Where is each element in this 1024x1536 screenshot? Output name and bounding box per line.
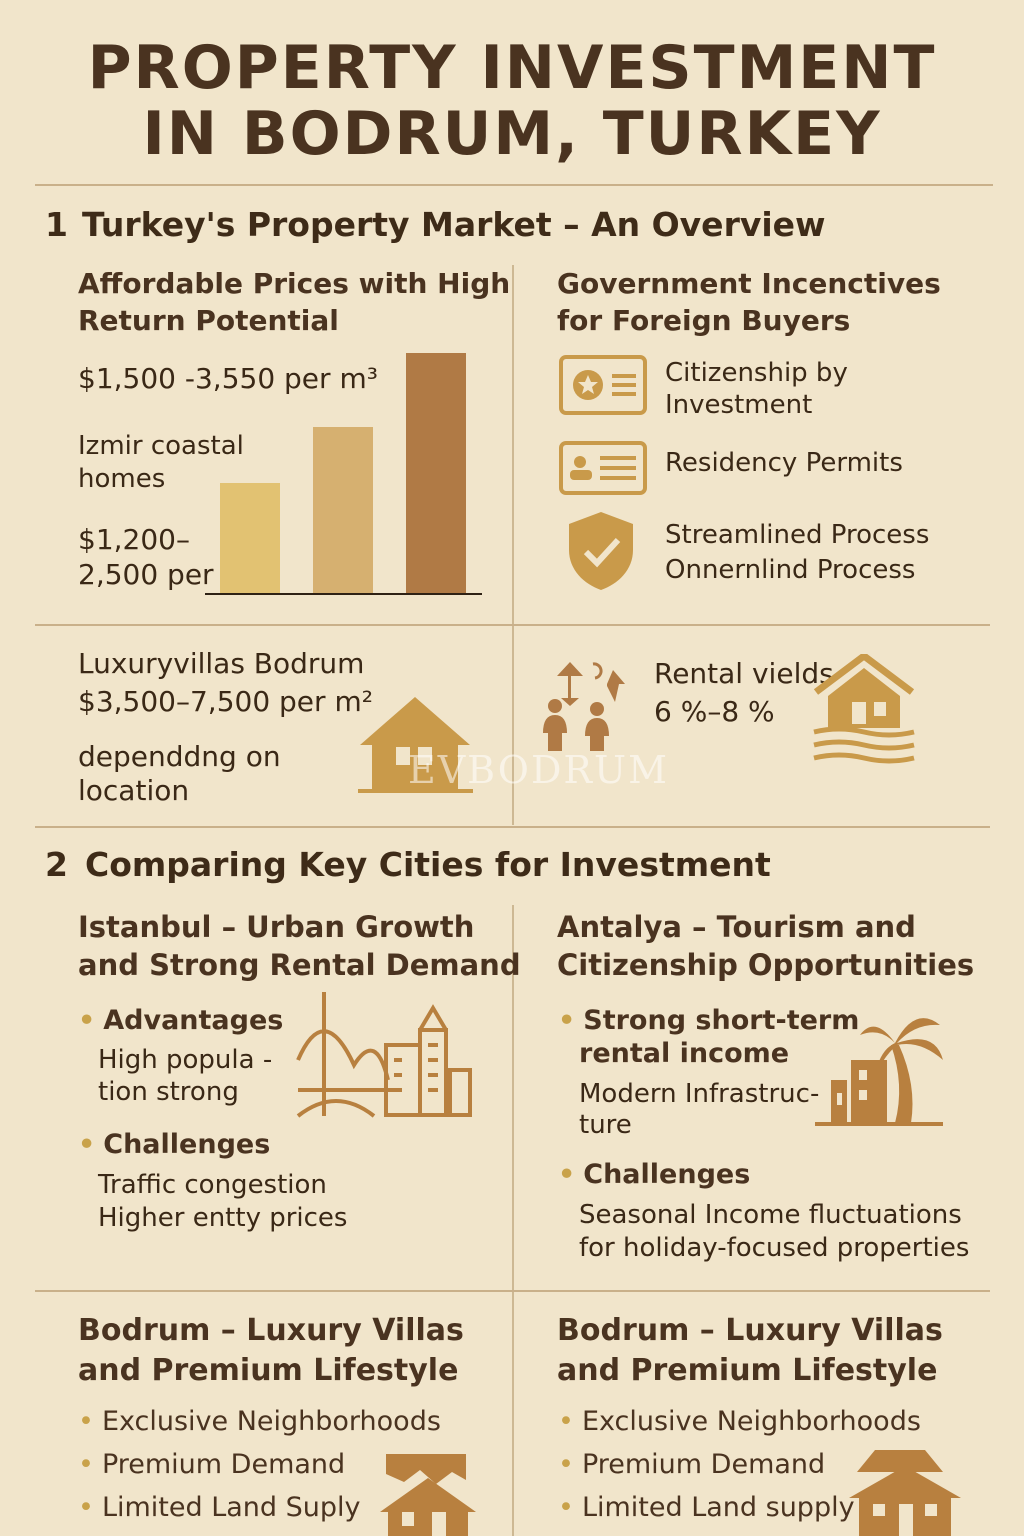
heading-line: and Premium Lifestyle bbox=[557, 1353, 938, 1388]
istanbul-heading: Istanbul – Urban Growth and Strong Renta… bbox=[78, 908, 521, 984]
text-line: ture bbox=[579, 1110, 632, 1140]
antalya-challenges-text: Seasonal Income fluctuations for holiday… bbox=[579, 1199, 969, 1265]
bodrum-right-item: Exclusive Neighborhoods bbox=[558, 1405, 921, 1438]
divider bbox=[35, 826, 990, 828]
antalya-heading-line1: Antalya – Tourism and bbox=[557, 910, 916, 944]
price-bar bbox=[313, 427, 373, 593]
column-divider bbox=[512, 265, 514, 825]
text-line: Seasonal Income fluctuations bbox=[579, 1200, 962, 1230]
luxury-line3: dependdng on bbox=[78, 740, 281, 773]
prices-heading-line1: Affordable Prices with High bbox=[78, 267, 511, 300]
villa-icon bbox=[849, 1450, 961, 1536]
price-bar bbox=[406, 353, 466, 593]
divider bbox=[35, 624, 990, 626]
range2-line1: $1,200– bbox=[78, 523, 190, 556]
text-line: Traffic congestion bbox=[98, 1170, 327, 1200]
izmir-line1: Izmir coastal bbox=[78, 431, 244, 461]
price-range-2: $1,200– 2,500 per bbox=[78, 522, 214, 592]
id-card-person-icon bbox=[559, 441, 647, 495]
villa-icon bbox=[380, 1454, 476, 1536]
watermark: EVBODRUM bbox=[408, 748, 669, 792]
id-card-star-icon bbox=[559, 355, 647, 415]
divider bbox=[35, 1290, 990, 1292]
bodrum-right-item: Premium Demand bbox=[558, 1448, 825, 1481]
luxury-line2: $3,500–7,500 per m² bbox=[78, 685, 373, 718]
istanbul-advantages-label: Advantages bbox=[78, 1004, 283, 1037]
waterfront-house-icon bbox=[813, 654, 915, 764]
incentives-heading-line1: Government Incenctives bbox=[557, 267, 941, 300]
luxury-line1: Luxuryvillas Bodrum bbox=[78, 647, 365, 680]
heading-line: and Premium Lifestyle bbox=[78, 1353, 459, 1388]
antalya-challenges-label: Challenges bbox=[558, 1158, 750, 1191]
price-bar-chart bbox=[205, 353, 482, 595]
price-bar bbox=[220, 482, 280, 593]
bodrum-left-heading: Bodrum – Luxury Villas and Premium Lifes… bbox=[78, 1311, 464, 1391]
text-line: rental income bbox=[579, 1038, 790, 1069]
antalya-infrastructure: Modern Infrastruc- ture bbox=[579, 1079, 819, 1141]
incentive-line: Streamlined Process bbox=[665, 520, 930, 550]
bodrum-right-item: Limited Land supply bbox=[558, 1491, 855, 1524]
section1-number: 1 bbox=[45, 205, 68, 244]
istanbul-challenges-text: Traffic congestion Higher entty prices bbox=[98, 1169, 347, 1235]
incentive-residency: Residency Permits bbox=[665, 448, 903, 478]
heading-line: Bodrum – Luxury Villas bbox=[78, 1313, 464, 1348]
text-line: tion strong bbox=[98, 1077, 239, 1107]
page-title-line2: IN BODRUM, TURKEY bbox=[142, 99, 882, 169]
price-range-1: $1,500 -3,550 per m³ bbox=[78, 362, 378, 395]
bodrum-left-item: Premium Demand bbox=[78, 1448, 345, 1481]
text-line: Strong short-term bbox=[558, 1004, 859, 1037]
incentive-line: Onnernlind Process bbox=[665, 555, 916, 585]
section1-heading: Turkey's Property Market – An Overview bbox=[82, 205, 826, 244]
bodrum-right-heading: Bodrum – Luxury Villas and Premium Lifes… bbox=[557, 1311, 943, 1391]
luxury-line4: location bbox=[78, 774, 190, 807]
text-line: Modern Infrastruc- bbox=[579, 1079, 820, 1109]
antalya-heading: Antalya – Tourism and Citizenship Opport… bbox=[557, 908, 974, 984]
prices-heading-line2: Return Potential bbox=[78, 304, 339, 337]
luxury-location-text: dependdng on location bbox=[78, 740, 281, 808]
bridge-city-icon bbox=[296, 992, 472, 1118]
istanbul-challenges-label: Challenges bbox=[78, 1128, 270, 1161]
rental-yields-label: Rental vields bbox=[654, 657, 834, 690]
section2-number: 2 bbox=[45, 845, 68, 884]
text-line: Higher entty prices bbox=[98, 1203, 348, 1233]
range2-line2: 2,500 per bbox=[78, 558, 214, 591]
column-divider bbox=[512, 905, 514, 1536]
rental-yields: Rental vields 6 %–8 % bbox=[654, 655, 834, 731]
text-line: High popula - bbox=[98, 1045, 273, 1075]
text-line: for holiday-focused properties bbox=[579, 1233, 970, 1263]
prices-heading: Affordable Prices with High Return Poten… bbox=[78, 265, 510, 339]
istanbul-heading-line2: and Strong Rental Demand bbox=[78, 948, 521, 982]
istanbul-heading-line1: Istanbul – Urban Growth bbox=[78, 910, 475, 944]
istanbul-advantages-text: High popula - tion strong bbox=[98, 1044, 272, 1108]
incentive-line: Investment bbox=[665, 390, 813, 420]
palm-building-icon bbox=[815, 1018, 943, 1126]
incentive-line: Citizenship by bbox=[665, 358, 848, 388]
people-icon bbox=[543, 662, 625, 751]
bodrum-left-item: Limited Land Suply bbox=[78, 1491, 361, 1524]
izmir-line2: homes bbox=[78, 464, 166, 494]
luxury-villas-text: Luxuryvillas Bodrum $3,500–7,500 per m² bbox=[78, 645, 373, 721]
antalya-heading-line2: Citizenship Opportunities bbox=[557, 948, 975, 982]
heading-line: Bodrum – Luxury Villas bbox=[557, 1313, 943, 1348]
divider bbox=[35, 184, 993, 186]
izmir-label: Izmir coastal homes bbox=[78, 430, 244, 496]
bodrum-left-item: Exclusive Neighborhoods bbox=[78, 1405, 441, 1438]
house-icon bbox=[358, 697, 473, 793]
page-title-line1: PROPERTY INVESTMENT bbox=[87, 33, 937, 103]
incentives-heading: Government Incenctives for Foreign Buyer… bbox=[557, 265, 941, 339]
incentive-process: Streamlined Process Onnernlind Process bbox=[665, 518, 929, 588]
antalya-advantage: Strong short-term rental income bbox=[558, 1004, 859, 1070]
incentives-heading-line2: for Foreign Buyers bbox=[557, 304, 851, 337]
incentive-citizenship: Citizenship by Investment bbox=[665, 357, 848, 421]
rental-yields-value: 6 %–8 % bbox=[654, 695, 775, 728]
shield-check-icon bbox=[569, 512, 633, 590]
section2-heading: Comparing Key Cities for Investment bbox=[85, 845, 771, 884]
